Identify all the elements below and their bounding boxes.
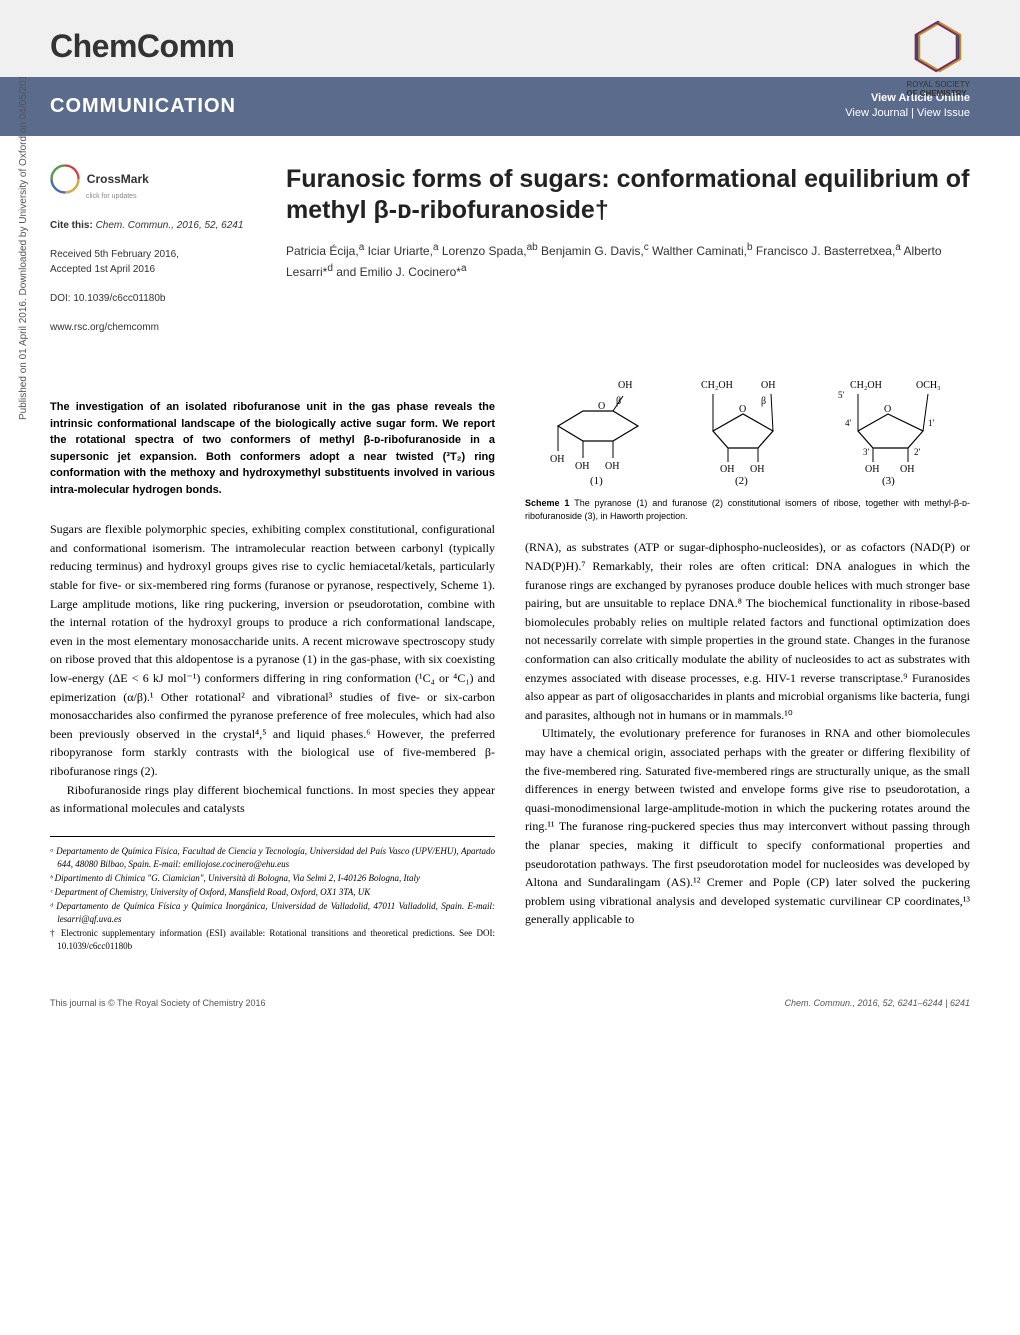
publisher-name-2: OF CHEMISTRY: [906, 89, 966, 98]
molecule-2: CH₂OH OH β O OH OH (2): [683, 376, 803, 486]
svg-text:OH: OH: [575, 461, 589, 472]
esi-note: † Electronic supplementary information (…: [50, 927, 495, 953]
svg-text:(1): (1): [590, 475, 603, 486]
cite-value: Chem. Commun., 2016, 52, 6241: [96, 220, 244, 231]
scheme-figure: OH β O OH OH OH (1) CH₂OH OH β O: [525, 371, 970, 491]
svg-text:OH: OH: [720, 464, 734, 475]
svg-text:1': 1': [928, 418, 935, 428]
svg-text:OH: OH: [900, 464, 914, 475]
svg-text:O: O: [884, 404, 891, 415]
svg-text:3': 3': [863, 447, 870, 457]
svg-text:OH: OH: [550, 454, 564, 465]
svg-text:5': 5': [838, 390, 845, 400]
page-footer: This journal is © The Royal Society of C…: [50, 988, 970, 1008]
svg-text:β: β: [761, 396, 766, 407]
affil-d: ᵈ Departamento de Química Física y Quími…: [50, 900, 495, 926]
svg-text:OH: OH: [618, 380, 632, 391]
paper-title: Furanosic forms of sugars: conformationa…: [286, 164, 970, 227]
body-para-4: Ultimately, the evolutionary preference …: [525, 724, 970, 929]
section-label: COMMUNICATION: [50, 95, 236, 118]
affiliations: ᵃ Departamento de Química Física, Facult…: [50, 836, 495, 953]
molecule-1: OH β O OH OH OH (1): [538, 376, 658, 486]
svg-text:OH: OH: [605, 461, 619, 472]
svg-text:OH: OH: [761, 380, 775, 391]
svg-text:OH: OH: [750, 464, 764, 475]
rsc-hex-icon: [910, 18, 966, 74]
svg-text:CH₂OH: CH₂OH: [701, 380, 733, 391]
svg-text:O: O: [739, 404, 746, 415]
svg-text:O: O: [598, 401, 605, 412]
author-list: Patricia Écija,a Iciar Uriarte,a Lorenzo…: [286, 240, 970, 282]
journal-header: ChemComm ROYAL SOCIETY OF CHEMISTRY: [0, 0, 1020, 77]
svg-text:(3): (3): [882, 475, 895, 486]
page-citation: Chem. Commun., 2016, 52, 6241–6244 | 624…: [785, 998, 970, 1008]
metadata-column: CrossMark click for updates Cite this: C…: [50, 164, 250, 350]
affil-b: ᵇ Dipartimento di Chimica "G. Ciamician"…: [50, 872, 495, 885]
body-para-3: (RNA), as substrates (ATP or sugar-dipho…: [525, 538, 970, 724]
section-band: COMMUNICATION View Article Online View J…: [0, 77, 1020, 136]
svg-text:2': 2': [914, 447, 921, 457]
crossmark-badge[interactable]: CrossMark click for updates: [50, 164, 250, 203]
cite-label: Cite this:: [50, 220, 93, 231]
journal-url[interactable]: www.rsc.org/chemcomm: [50, 320, 250, 335]
publisher-logo: ROYAL SOCIETY OF CHEMISTRY: [906, 18, 970, 99]
crossmark-sublabel: click for updates: [86, 192, 250, 203]
publisher-name-1: ROYAL SOCIETY: [906, 80, 970, 89]
left-column: The investigation of an isolated ribofur…: [50, 371, 495, 954]
body-para-1: Sugars are flexible polymorphic species,…: [50, 520, 495, 780]
received-date: Received 5th February 2016,: [50, 247, 250, 262]
svg-text:CH₂OH: CH₂OH: [850, 380, 882, 391]
right-column: OH β O OH OH OH (1) CH₂OH OH β O: [525, 371, 970, 954]
svg-text:(2): (2): [735, 475, 748, 486]
copyright: This journal is © The Royal Society of C…: [50, 998, 266, 1008]
body-para-2: Ribofuranoside rings play different bioc…: [50, 781, 495, 818]
doi: DOI: 10.1039/c6cc01180b: [50, 291, 250, 306]
view-journal-link[interactable]: View Journal | View Issue: [845, 106, 970, 121]
affil-c: ᶜ Department of Chemistry, University of…: [50, 886, 495, 899]
download-note: Published on 01 April 2016. Downloaded b…: [18, 25, 29, 420]
abstract: The investigation of an isolated ribofur…: [50, 399, 495, 498]
molecule-3: CH₂OH OCH₃ 5' O 4' 1' 3' 2' OH OH (3): [828, 376, 958, 486]
crossmark-label: CrossMark: [87, 172, 149, 186]
svg-text:OCH₃: OCH₃: [916, 380, 941, 391]
affil-a: ᵃ Departamento de Química Física, Facult…: [50, 845, 495, 871]
journal-title: ChemComm: [50, 28, 970, 65]
svg-text:4': 4': [845, 418, 852, 428]
svg-text:OH: OH: [865, 464, 879, 475]
scheme-caption: Scheme 1 The pyranose (1) and furanose (…: [525, 497, 970, 522]
crossmark-icon: [50, 164, 80, 194]
accepted-date: Accepted 1st April 2016: [50, 262, 250, 277]
